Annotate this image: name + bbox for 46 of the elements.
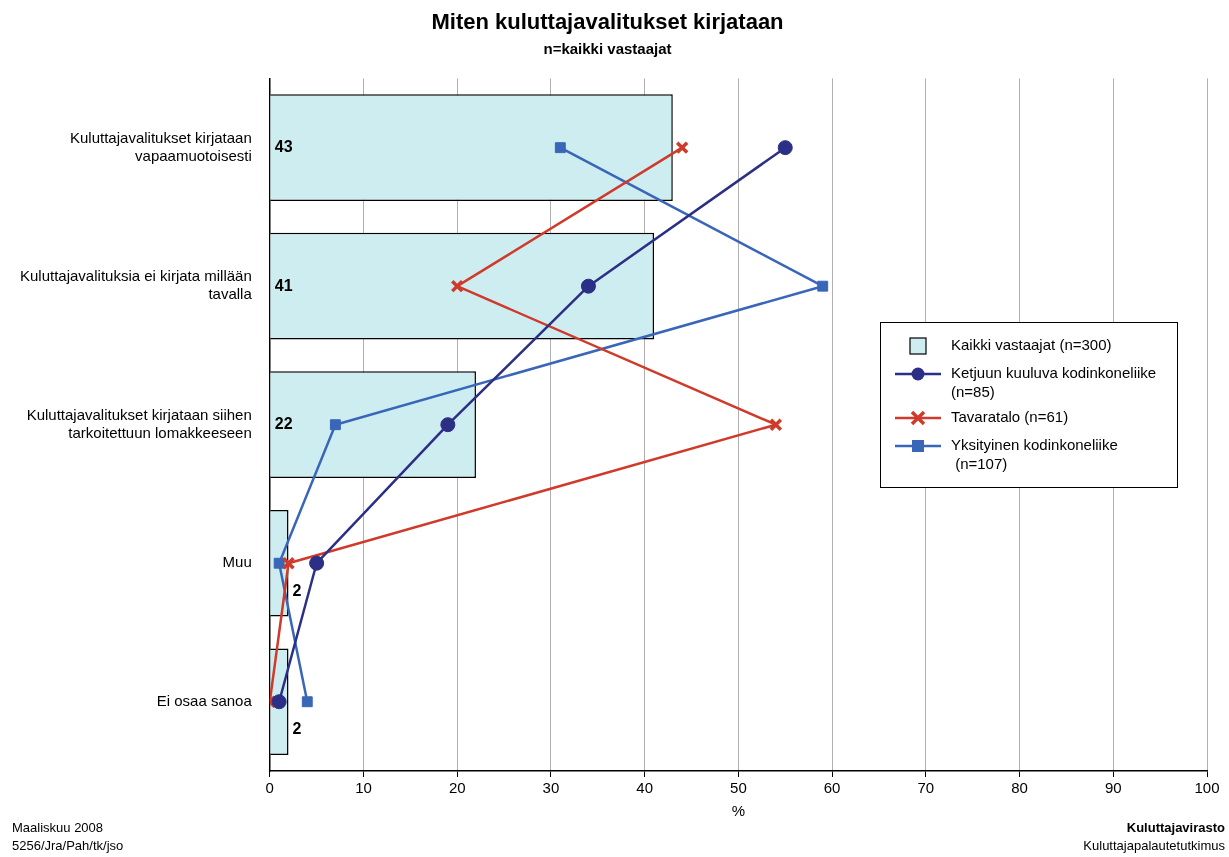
point [329,419,341,431]
y-tick-label: Kuluttajavalituksia ei kirjata millään tavalla [19,267,253,303]
point [301,696,313,708]
legend-label: Ketjuun kuuluva kodinkoneliike (n=85) [951,363,1158,401]
chart-title: Miten kuluttajavalitukset kirjataan [431,9,784,35]
legend-label: Kaikki vastaajat (n=300) [951,335,1112,354]
text: Kuluttajavirasto [1126,820,1225,835]
x-tick-label: 60 [823,779,841,797]
point [450,279,464,293]
data-label: 41 [274,276,293,294]
x-tick-label: 20 [448,779,466,797]
point [777,140,793,156]
point [273,557,285,569]
data-label: 2 [292,720,302,738]
text: 5256/Jra/Pah/tk/jso [12,838,124,853]
point [309,555,325,571]
point [440,417,456,433]
x-tick-label: 10 [355,779,372,797]
x-tick-label: 80 [1011,779,1028,797]
text: Maaliskuu 2008 [12,820,104,835]
point [769,418,783,432]
y-tick-label: Muu [222,553,252,571]
legend-label: Tavaratalo (n=61) [951,407,1069,426]
point [817,280,829,292]
y-tick-label: Kuluttajavalitukset kirjataan siihen tarkoitettuun lomakkeeseen [26,405,252,441]
x-tick-label: 40 [636,779,654,797]
data-label: 2 [292,581,302,599]
x-tick-label: 30 [542,779,560,797]
x-tick-label: 100 [1194,779,1220,797]
data-label: 22 [274,415,293,433]
point [281,556,296,570]
x-tick-label: 70 [917,779,935,797]
text: Kuluttajapalautetutkimus [1083,838,1225,853]
legend-label: Yksityinen kodinkoneliike (n=107) [951,435,1118,473]
data-label: 43 [274,138,293,156]
point [554,142,566,154]
x-tick-label: 90 [1104,779,1122,797]
point [580,278,596,294]
x-tick-label: 0 [265,779,274,797]
x-tick-label: 50 [730,779,747,797]
y-tick-label: Ei osaa sanoa [156,691,253,709]
x-axis-title: % [731,802,746,820]
point [271,694,287,710]
chart-subtitle: n=kaikki vastaajat [543,39,672,57]
y-tick-label: Kuluttajavalitukset kirjataan vapaamuotoisesti [70,128,252,164]
point [675,140,689,155]
